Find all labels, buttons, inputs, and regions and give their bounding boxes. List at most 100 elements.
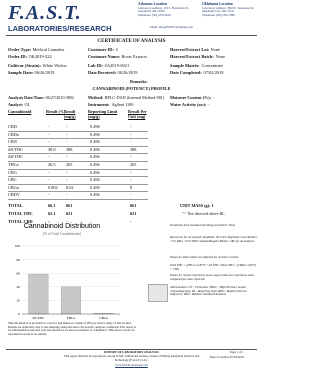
field-value: HPLC-DAD (Internal Method-001) [104, 95, 165, 100]
table-cell: - [48, 169, 50, 175]
field-value: None [210, 47, 221, 52]
total-label: TOTAL CBD [8, 218, 33, 224]
field-label: Harvest/Extract Batch: [170, 54, 214, 59]
field-label: Date Received: [88, 70, 117, 75]
table-cell: - [48, 192, 50, 198]
field-label: Moisture Content (%): [170, 95, 212, 100]
profile-title: CANNABINOID (POTENCY) PROFILE [92, 86, 171, 91]
table-cell: 0.496 [90, 184, 100, 190]
field-label: Instrument: [88, 102, 110, 107]
unit-mass-label: UNIT MASS (g): [180, 203, 211, 208]
table-cell: - [48, 177, 50, 183]
distribution-chart: Cannabinoid Distribution (% of Total Cann… [15, 223, 120, 320]
table-cell: - [66, 192, 68, 198]
cannabinoid-name: CBGa [8, 184, 19, 190]
field-value: 4 [115, 47, 118, 52]
field-value: 06/26/2019 [34, 70, 55, 75]
field-value: Medical Cannabis [32, 47, 65, 52]
field-label: Lab ID: [88, 63, 104, 68]
table-cell: 26.5 [48, 162, 56, 167]
remarks: Remarks: [130, 79, 148, 84]
table-header: Cannabinoid [8, 109, 32, 114]
footer-website: www.FASTLabtesting.com [115, 363, 148, 367]
x-tick-label: Δ9-THC [32, 316, 45, 320]
unit-mass: UNIT MASS (g): 1 [180, 203, 214, 208]
field-label: Date Completed: [170, 70, 202, 75]
field-label: Analysis Date/Time: [8, 95, 45, 100]
field-label: Method: [88, 95, 104, 100]
field-label: Order ID: [8, 54, 28, 59]
note: Values for plant matter are adjusted for… [170, 255, 239, 259]
total-value: - [130, 218, 132, 224]
row-rule [8, 191, 148, 193]
location-name: Arkansas Location [138, 2, 168, 6]
field-label: Water Activity (aw): [170, 102, 207, 107]
table-cell: 0.496 [90, 124, 100, 129]
footer-heading: REPORT OF LABORATORY ANALYSIS [104, 350, 159, 354]
note: Deviations from standard operating proce… [170, 223, 236, 227]
field-value: - [212, 95, 214, 100]
field-value: Concentrate [201, 63, 223, 68]
row-rule [8, 160, 148, 162]
field-value: - [207, 102, 209, 107]
table-cell: 8 [130, 184, 133, 190]
cannabinoid-name: THCa [8, 162, 19, 167]
row-rule [8, 183, 148, 185]
chart-subtitle: (% of Total Cannabinoids) [43, 232, 82, 236]
table-cell: 0.496 [90, 169, 100, 175]
cannabinoid-name: Δ9-THC [8, 146, 23, 152]
field-value: None [215, 54, 226, 59]
divider [6, 35, 257, 36]
table-cell: - [48, 124, 50, 129]
table-header: Result (mg/g) [64, 109, 76, 119]
table-header: Result Per Unit (mg) [128, 109, 147, 119]
y-tick-label: 0 [18, 312, 20, 316]
sample-photo [148, 284, 168, 302]
table-cell: 265 [130, 162, 137, 167]
table-cell: - [130, 139, 132, 145]
table-cell: - [66, 124, 68, 129]
total-value: 621 [130, 210, 137, 216]
field-value: 07/02/2019 [203, 70, 224, 75]
cannabinoid-name: CBN [8, 139, 17, 145]
total-value: 62.1 [48, 210, 56, 216]
location-line: Laboratory Address: 3600 E. Tennessee Dr… [202, 5, 255, 10]
field-value: OK2019-222 [28, 54, 52, 59]
table-cell: - [66, 169, 68, 175]
table-cell: 388 [130, 146, 137, 152]
note: Values for results reported by mass, mg/… [170, 273, 254, 281]
location-line: Greenbrier, AR 72058 [138, 9, 165, 14]
field-label: Cultivar (Strain): [8, 63, 41, 68]
total-label: TOTAL THC [8, 210, 33, 216]
table-cell: 0.496 [90, 154, 100, 160]
location-line: Telephone: (501) 679-2616 [138, 13, 171, 18]
location-line: Laboratory Address: 103 S. Broadview St. [138, 5, 189, 10]
chart-title: Cannabinoid Distribution [24, 223, 100, 230]
y-tick-label: 60 [17, 271, 21, 275]
table-header: Reporting Limit (mg/g) [88, 109, 118, 119]
table-cell: - [48, 139, 50, 145]
row-rule [8, 138, 148, 140]
row-rule [8, 130, 148, 132]
table-cell: - [66, 131, 68, 137]
total-value: - [66, 218, 68, 224]
table-cell: - [130, 124, 132, 129]
total-label: TOTAL [8, 203, 23, 208]
y-tick-label: 100 [15, 244, 21, 248]
cannabinoid-name: CBDV [8, 192, 20, 198]
field-label: Order Type: [8, 47, 32, 52]
field-value: Roots Extracts [121, 54, 148, 59]
y-tick-label: 40 [17, 285, 21, 289]
field-value: SA2019-6921 [104, 63, 130, 68]
field-label: Sample Date: [8, 70, 34, 75]
table-cell: - [66, 154, 68, 160]
table-cell: 8.02 [66, 184, 74, 190]
table-cell: - [66, 177, 68, 183]
note: Recoveries for all analytic standards: 9… [170, 235, 258, 243]
cannabinoid-name: Δ8-THC [8, 154, 23, 160]
total-value: - [48, 218, 50, 224]
table-cell: - [48, 154, 50, 160]
table-cell: 0.496 [90, 177, 100, 183]
table-cell: - [130, 192, 132, 198]
field-value: 06/27/2019 0802 [45, 95, 75, 100]
